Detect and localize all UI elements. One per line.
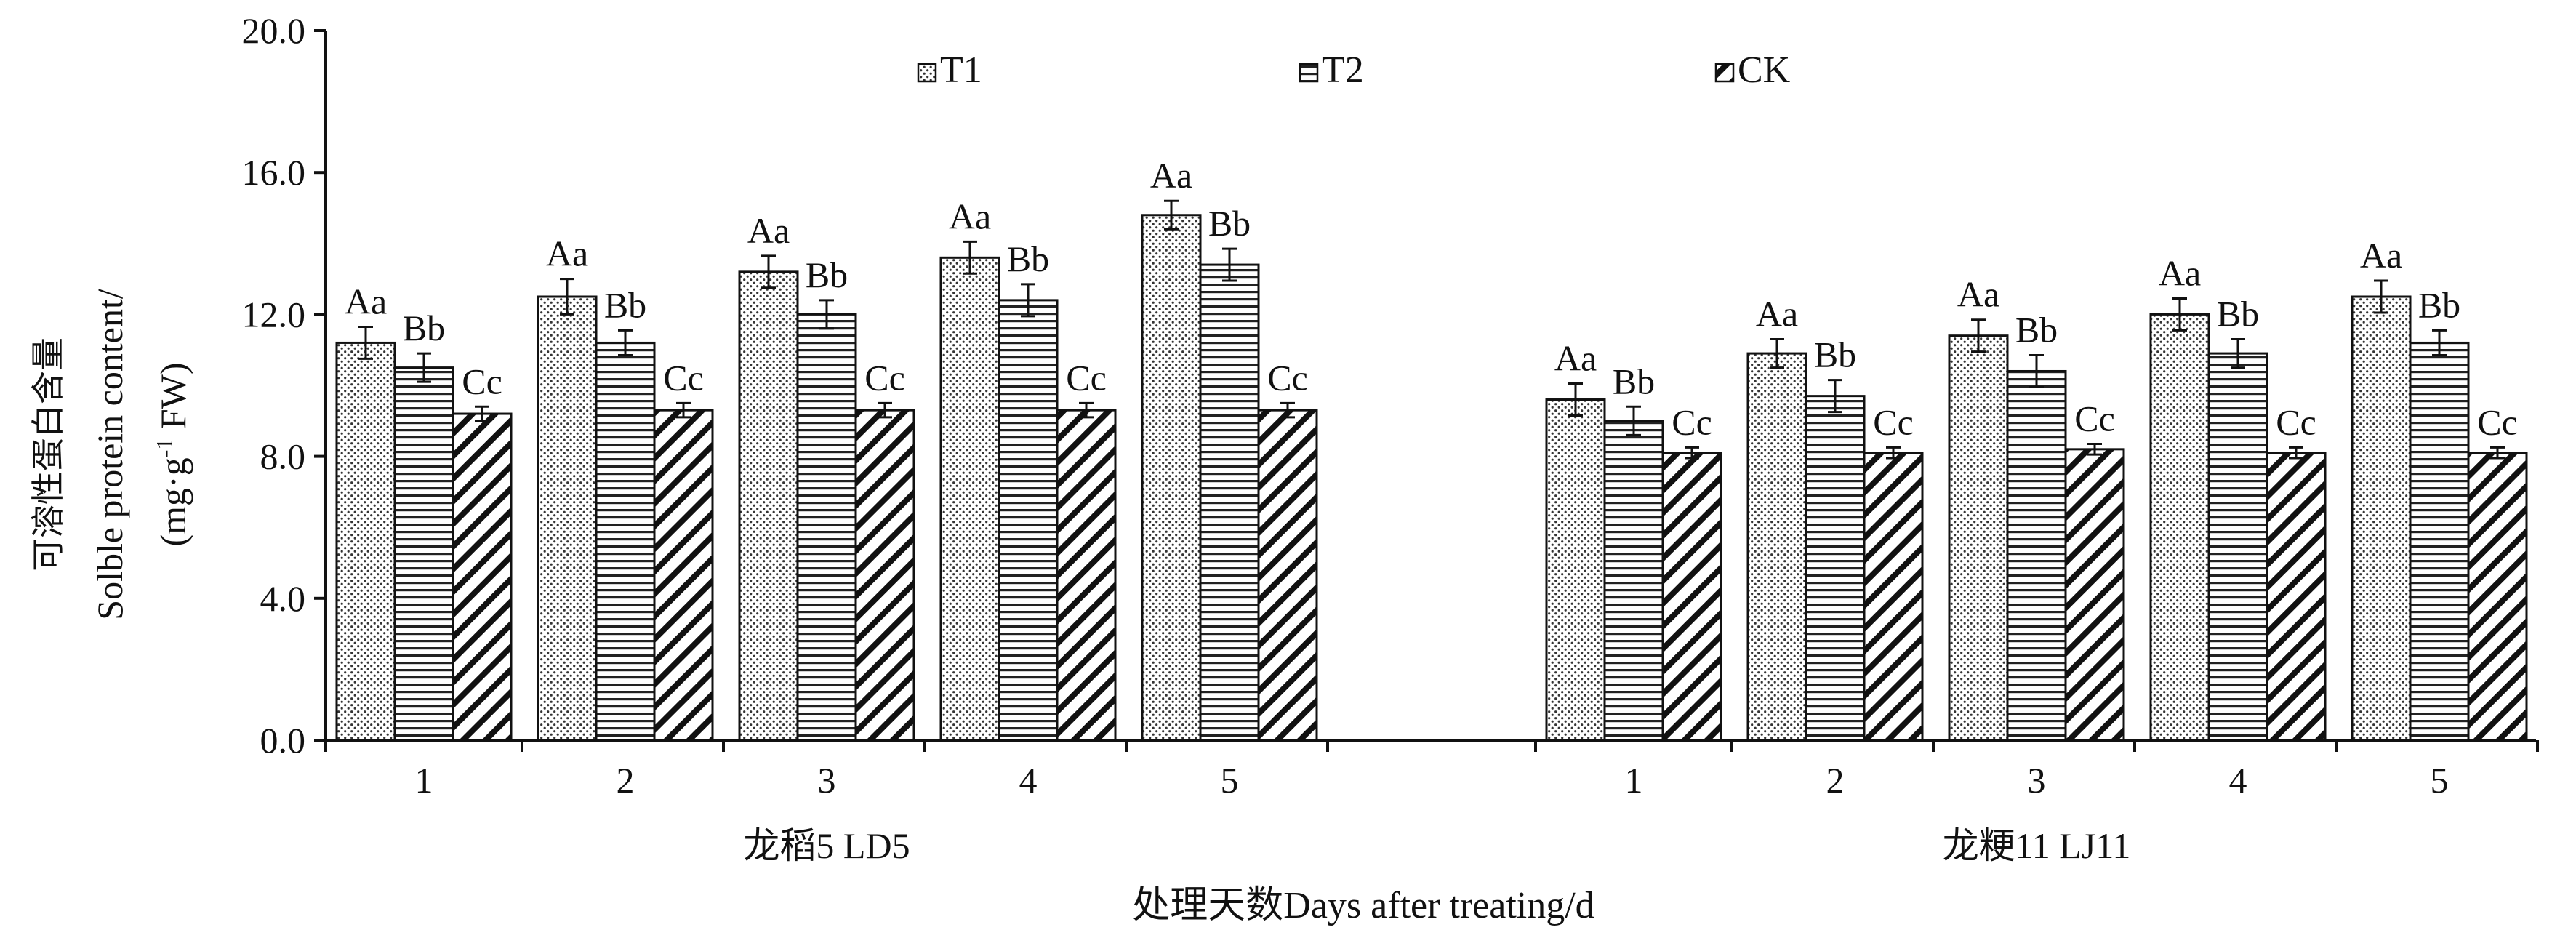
- bar: [1863, 452, 1924, 742]
- bar: [1805, 395, 1866, 742]
- bar: [2409, 341, 2470, 742]
- bar: [2351, 295, 2412, 742]
- significance-label: Bb: [1007, 238, 1049, 279]
- bar: [335, 341, 396, 742]
- significance-label: Cc: [663, 357, 704, 398]
- bar: [1661, 452, 1722, 742]
- significance-label: Bb: [806, 254, 848, 295]
- y-ticks: 0.0 4.0 8.0 12.0 16.0 20.0: [242, 10, 326, 761]
- significance-label: Cc: [1873, 401, 1914, 442]
- bar: [2006, 369, 2067, 742]
- significance-label: Bb: [604, 284, 646, 325]
- significance-label: Bb: [1814, 334, 1856, 375]
- legend-swatch: [917, 63, 937, 83]
- bar: [537, 295, 598, 742]
- significance-label: Bb: [1613, 361, 1655, 401]
- x-tick-label: 4: [2229, 760, 2247, 801]
- y-unit-suffix: FW): [153, 362, 193, 438]
- significance-label: Aa: [747, 210, 790, 251]
- legend-swatch: [1714, 63, 1735, 83]
- x-tick-label: 1: [1625, 760, 1643, 801]
- y-tick-label: 20.0: [242, 10, 306, 51]
- x-tick-label: 5: [2431, 760, 2449, 801]
- bar: [998, 299, 1059, 742]
- bar: [1603, 420, 1664, 742]
- bar: [854, 409, 915, 742]
- x-tick-label: 4: [1019, 760, 1038, 801]
- significance-label: Aa: [2159, 252, 2201, 293]
- bar: [796, 313, 857, 742]
- bar: [2467, 452, 2528, 742]
- significance-label: Cc: [2074, 398, 2115, 439]
- legend-label: CK: [1738, 49, 1791, 91]
- significance-label: Aa: [546, 233, 588, 274]
- bar: [2149, 313, 2210, 742]
- bar: [738, 270, 799, 742]
- significance-label: Cc: [864, 357, 905, 398]
- significance-label: Bb: [2015, 310, 2058, 350]
- bar: [1948, 334, 2009, 742]
- group-label: 龙粳11 LJ11: [1943, 825, 2131, 866]
- legend-swatch: [1299, 63, 1319, 83]
- significance-label: Cc: [2477, 401, 2518, 442]
- y-axis-title: 可溶性蛋白含量 Solble protein content/ (mg·g-1 …: [30, 289, 193, 620]
- significance-label: Cc: [1066, 357, 1107, 398]
- x-axis-title: 处理天数Days after treating/d: [1132, 885, 1594, 926]
- significance-label: Aa: [1756, 294, 1798, 334]
- significance-label: Bb: [2217, 294, 2259, 334]
- bar: [2064, 448, 2125, 742]
- significance-label: Cc: [2276, 401, 2316, 442]
- y-unit-base: (mg·g: [153, 457, 193, 546]
- bar: [1141, 214, 1202, 742]
- x-tick-label: 3: [2028, 760, 2046, 801]
- bar: [939, 256, 1000, 742]
- significance-label: Aa: [345, 281, 387, 321]
- significance-label: Aa: [1554, 338, 1597, 379]
- significance-label: Aa: [949, 196, 991, 236]
- bar: [1056, 409, 1117, 742]
- bar: [1257, 409, 1318, 742]
- significance-label: Aa: [1150, 155, 1192, 196]
- bar: [1746, 352, 1807, 742]
- significance-label: Cc: [462, 361, 502, 401]
- legend-label: T2: [1322, 49, 1364, 91]
- significance-label: Bb: [1208, 203, 1251, 244]
- bar: [595, 341, 656, 742]
- y-tick-label: 8.0: [260, 436, 306, 477]
- x-tick-label: 2: [617, 760, 635, 801]
- significance-label: Bb: [2418, 284, 2460, 325]
- significance-label: Aa: [1957, 274, 1999, 315]
- y-unit-exponent: -1: [151, 438, 177, 458]
- significance-label: Cc: [1267, 357, 1308, 398]
- x-tick-labels: 1 2 3 4 5 龙稻5 LD5 1 2 3 4 5 龙粳11 LJ11: [415, 760, 2449, 866]
- significance-label: Aa: [2360, 235, 2402, 276]
- y-axis-title-en: Solble protein content/: [89, 289, 130, 620]
- y-tick-label: 0.0: [260, 720, 306, 761]
- y-tick-label: 16.0: [242, 152, 306, 193]
- x-tick-label: 5: [1221, 760, 1239, 801]
- bar: [1199, 263, 1260, 742]
- y-axis-title-zh: 可溶性蛋白含量: [30, 337, 67, 572]
- x-tick-label: 1: [415, 760, 433, 801]
- x-tick-label: 2: [1826, 760, 1845, 801]
- bar: [452, 412, 513, 742]
- y-axis-title-unit: (mg·g-1 FW): [151, 362, 193, 546]
- bar: [2207, 352, 2268, 742]
- significance-label: Cc: [1672, 401, 1712, 442]
- x-tick-label: 3: [818, 760, 836, 801]
- group-label: 龙稻5 LD5: [743, 825, 910, 866]
- bar: [2266, 452, 2327, 742]
- legend-label: T1: [940, 49, 982, 91]
- legend: T1 T2 CK: [917, 49, 1791, 91]
- bar: [1545, 398, 1606, 742]
- y-tick-label: 4.0: [260, 578, 306, 619]
- bar: [393, 366, 454, 742]
- bars: Aa Bb Cc Aa Bb Cc Aa Bb Cc Aa Bb Cc Aa Bb Cc Aa Bb Cc Aa Bb…: [335, 155, 2528, 742]
- bar: [653, 409, 714, 742]
- y-tick-label: 12.0: [242, 294, 306, 334]
- significance-label: Bb: [403, 308, 445, 348]
